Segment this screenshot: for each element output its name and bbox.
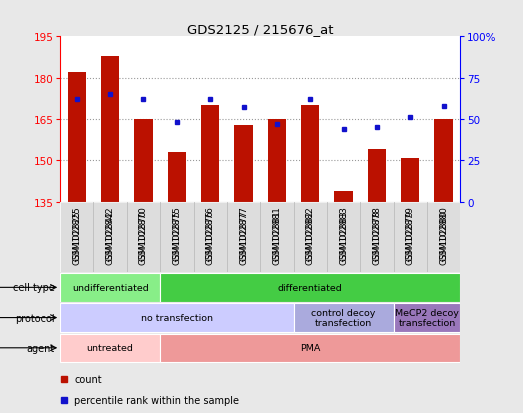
Text: GSM102877: GSM102877 [239,209,248,264]
Text: count: count [74,375,102,385]
Text: PMA: PMA [300,344,321,352]
Text: GSM102883: GSM102883 [339,209,348,264]
Text: protocol: protocol [15,313,55,323]
FancyBboxPatch shape [394,202,427,273]
Text: no transfection: no transfection [141,313,213,322]
FancyBboxPatch shape [194,202,227,273]
Text: undifferentiated: undifferentiated [72,283,149,292]
Text: GSM102877: GSM102877 [239,206,248,261]
FancyBboxPatch shape [160,334,460,362]
FancyBboxPatch shape [60,202,94,273]
Text: cell type: cell type [13,282,55,293]
FancyBboxPatch shape [94,202,127,273]
Text: GSM102842: GSM102842 [106,209,115,264]
Text: control decoy
transfection: control decoy transfection [311,308,376,328]
Text: GSM102882: GSM102882 [306,209,315,264]
Bar [268,120,286,202]
Text: GSM102876: GSM102876 [206,206,214,261]
FancyBboxPatch shape [394,304,460,332]
Text: GSM102875: GSM102875 [173,209,181,264]
Bar [101,57,119,202]
Text: GSM102876: GSM102876 [206,209,214,264]
Text: GSM102870: GSM102870 [139,209,148,264]
Text: GSM102879: GSM102879 [406,206,415,261]
Bar [201,106,219,202]
Text: agent: agent [27,343,55,353]
FancyBboxPatch shape [60,273,160,302]
Text: MeCP2 decoy
transfection: MeCP2 decoy transfection [395,308,459,328]
Text: GSM102870: GSM102870 [139,206,148,261]
Text: GSM102825: GSM102825 [72,206,81,261]
FancyBboxPatch shape [293,304,394,332]
Text: GSM102875: GSM102875 [173,206,181,261]
Text: GSM102883: GSM102883 [339,206,348,261]
Bar [435,120,453,202]
Text: differentiated: differentiated [278,283,343,292]
Bar [368,150,386,202]
Bar [67,73,86,202]
Text: GSM102825: GSM102825 [72,209,81,264]
Text: GSM102880: GSM102880 [439,206,448,261]
FancyBboxPatch shape [293,202,327,273]
Text: GSM102842: GSM102842 [106,206,115,260]
FancyBboxPatch shape [60,304,293,332]
Text: GSM102882: GSM102882 [306,206,315,261]
FancyBboxPatch shape [227,202,260,273]
Bar [134,120,153,202]
Bar [334,191,353,202]
Text: GSM102881: GSM102881 [272,209,281,264]
FancyBboxPatch shape [160,273,460,302]
FancyBboxPatch shape [160,202,194,273]
Text: percentile rank within the sample: percentile rank within the sample [74,395,239,405]
Bar [401,158,419,202]
Bar [301,106,320,202]
Text: untreated: untreated [87,344,133,352]
Bar [168,153,186,202]
Bar [234,125,253,202]
Text: GSM102881: GSM102881 [272,206,281,261]
Text: GSM102878: GSM102878 [372,209,381,264]
Text: GSM102880: GSM102880 [439,209,448,264]
FancyBboxPatch shape [127,202,160,273]
FancyBboxPatch shape [60,334,160,362]
Title: GDS2125 / 215676_at: GDS2125 / 215676_at [187,23,334,36]
FancyBboxPatch shape [327,202,360,273]
FancyBboxPatch shape [427,202,460,273]
Text: GSM102878: GSM102878 [372,206,381,261]
FancyBboxPatch shape [260,202,293,273]
FancyBboxPatch shape [360,202,394,273]
Text: GSM102879: GSM102879 [406,209,415,264]
